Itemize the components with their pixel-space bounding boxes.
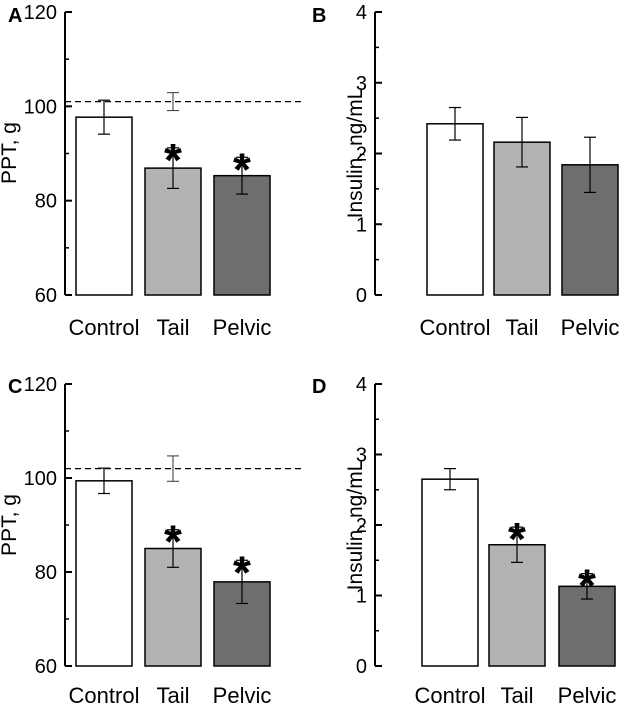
y-tick-label: 120 [24, 374, 57, 396]
y-tick-label: 1 [356, 214, 367, 236]
y-tick-label: 120 [24, 2, 57, 24]
y-axis-title: PPT, g [0, 494, 21, 556]
bar-control [75, 116, 133, 296]
category-label: Pelvic [213, 315, 272, 340]
bar-tail [493, 141, 551, 296]
significance-asterisk: * [233, 546, 251, 598]
category-label: Tail [505, 315, 538, 340]
significance-asterisk: * [164, 134, 182, 186]
panel-letter: C [8, 376, 22, 398]
y-tick-label: 2 [356, 515, 367, 537]
y-tick-label: 2 [356, 144, 367, 166]
bar-tail [144, 167, 202, 296]
y-tick-label: 3 [356, 445, 367, 467]
panel-letter: D [312, 376, 326, 398]
significance-asterisk: * [164, 516, 182, 568]
category-label: Pelvic [561, 315, 620, 340]
bar-control [75, 480, 133, 667]
panel-b: B Insulin, ng/mL 0 1 2 3 4 Control Tail Pelvic [312, 2, 619, 340]
y-tick-label: 80 [35, 562, 57, 584]
y-tick-label: 0 [356, 656, 367, 678]
y-tick-label: 3 [356, 73, 367, 95]
category-label: Control [415, 683, 486, 705]
bar-control [426, 123, 484, 296]
category-label: Pelvic [558, 683, 617, 705]
category-label: Tail [156, 315, 189, 340]
panel-c: C PPT, g 60 80 100 120 Control * Tail * Pelvic [0, 374, 305, 705]
y-tick-label: 0 [356, 285, 367, 307]
y-axis-title: Insulin, ng/mL [344, 88, 367, 219]
y-tick-label: 80 [35, 191, 57, 213]
significance-asterisk: * [233, 143, 251, 195]
y-tick-label: 4 [356, 374, 367, 396]
category-label: Control [420, 315, 491, 340]
category-label: Control [69, 683, 140, 705]
panel-a: A PPT, g 60 80 100 120 Control * Tail * Pelvic [0, 2, 305, 340]
category-label: Pelvic [213, 683, 272, 705]
y-tick-label: 60 [35, 656, 57, 678]
panel-letter: B [312, 5, 326, 27]
category-label: Tail [156, 683, 189, 705]
bar-tail [488, 543, 546, 667]
panel-letter: A [8, 5, 22, 27]
category-label: Control [69, 315, 140, 340]
y-axis-title: Insulin, ng/mL [344, 460, 367, 591]
y-tick-label: 60 [35, 285, 57, 307]
significance-asterisk: * [578, 560, 596, 612]
panel-d: D Insulin, ng/mL 0 1 2 3 4 Control * Tail * Pelvic [312, 374, 616, 705]
significance-asterisk: * [508, 513, 526, 565]
y-axis-title: PPT, g [0, 122, 21, 184]
category-label: Tail [500, 683, 533, 705]
y-tick-label: 100 [24, 96, 57, 118]
bar-control [421, 478, 479, 667]
y-tick-label: 100 [24, 468, 57, 490]
y-tick-label: 1 [356, 586, 367, 608]
bar-tail [144, 547, 202, 667]
y-tick-label: 4 [356, 2, 367, 24]
